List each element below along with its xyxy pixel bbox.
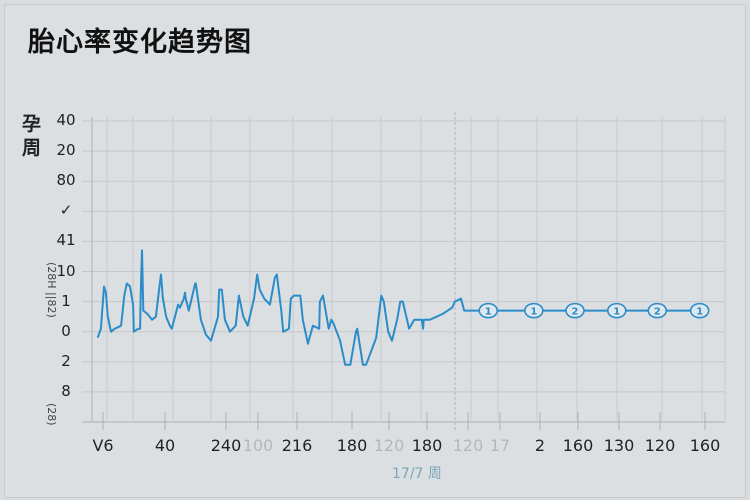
x-tick-label: 120 [373,436,405,455]
y-axis-label: 孕周 [22,113,42,159]
x-tick-label: 40 [154,436,176,455]
x-tick-label: 100 [242,436,274,455]
y-tick-label: 1 [61,291,71,310]
x-tick-label: 240 [210,436,242,455]
x-tick-label: 2 [534,436,546,455]
y-tick-label: 40 [56,111,76,129]
x-tick-label: 180 [411,436,443,455]
x-tick-label: 216 [281,436,313,455]
y-tick-label: 41 [56,231,76,250]
data-point-label: 1 [696,307,703,318]
data-point-marker [478,302,499,319]
data-point-marker [565,302,585,319]
data-point-marker [647,302,668,319]
data-point-label: 1 [485,307,492,318]
x-tick-label: 130 [603,436,635,455]
y-tick-label: 0 [61,321,71,340]
chart-title: 胎心率变化趋势图 [28,27,252,58]
x-tick-label: V6 [92,436,114,455]
y-tick-label: 2 [61,351,71,370]
x-tick-label: 120 [644,436,676,455]
data-point-label: 2 [571,307,578,318]
data-point-marker [689,302,710,319]
chart-frame [4,4,746,498]
data-point-label: 2 [654,307,661,318]
y-tick-label: 8 [61,381,71,400]
y-tick-label: ✓ [59,201,73,220]
data-point-label: 1 [613,307,620,318]
x-tick-label: 120 [452,436,484,455]
y-tick-label: 80 [56,171,76,190]
y-tick-label: 10 [56,261,76,280]
x-tick-label: 160 [689,436,721,455]
x-tick-label: 160 [562,436,594,455]
data-point-label: 1 [530,307,537,318]
data-point-marker [606,302,627,319]
x-tick-label: 180 [336,436,368,455]
x-tick-label: 17 [489,436,511,455]
data-point-marker [524,302,544,319]
series-line [96,249,700,366]
x-sublabel: 17/7 周 [392,466,442,482]
y-tick-label: 20 [56,141,76,160]
